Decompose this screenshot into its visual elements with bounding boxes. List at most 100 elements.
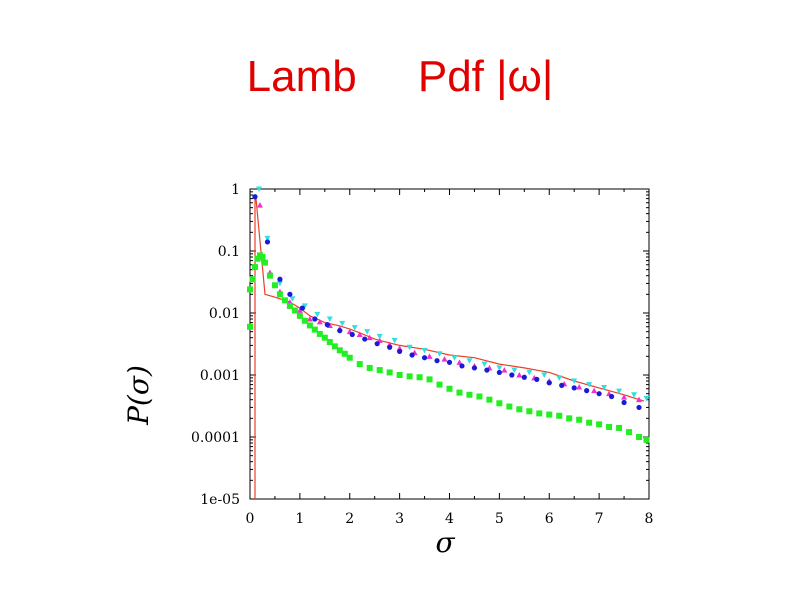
data-point	[331, 343, 338, 350]
data-point	[621, 399, 627, 406]
data-point	[416, 374, 423, 381]
data-point	[337, 328, 343, 334]
data-point	[324, 321, 330, 328]
data-point	[486, 396, 493, 403]
data-point	[484, 367, 490, 373]
data-point	[296, 307, 303, 313]
x-tick-label: 4	[445, 511, 454, 527]
data-point	[596, 391, 602, 397]
data-point	[591, 387, 598, 394]
data-point	[264, 239, 271, 245]
data-point	[396, 372, 403, 378]
data-point	[586, 419, 593, 426]
data-point	[451, 355, 458, 361]
data-point	[526, 408, 533, 415]
data-point	[254, 255, 261, 262]
data-point	[386, 369, 393, 376]
data-point	[341, 350, 348, 357]
data-point	[584, 388, 590, 394]
data-point	[251, 264, 258, 271]
data-point	[566, 415, 573, 422]
data-point	[346, 354, 353, 361]
data-point	[277, 276, 283, 282]
data-point	[299, 305, 305, 311]
data-point	[287, 291, 293, 297]
data-point	[286, 302, 293, 309]
data-point	[301, 303, 308, 309]
data-point	[312, 316, 318, 322]
data-point	[631, 392, 638, 398]
data-point	[441, 356, 448, 362]
data-point	[576, 384, 583, 390]
series-layer	[247, 186, 650, 499]
data-point	[534, 376, 540, 382]
data-point	[571, 385, 577, 391]
x-tick-label: 6	[545, 511, 554, 527]
data-point	[314, 311, 321, 318]
data-point	[541, 372, 548, 378]
data-point	[516, 372, 523, 378]
data-point	[374, 341, 380, 347]
data-point	[301, 317, 308, 324]
data-point	[586, 382, 593, 388]
data-point	[608, 393, 615, 400]
data-point	[536, 410, 543, 417]
data-point	[616, 388, 623, 395]
data-point	[606, 423, 613, 430]
data-point	[509, 372, 515, 378]
series-1	[256, 202, 643, 403]
data-point	[276, 280, 283, 287]
data-point	[636, 434, 643, 440]
data-point	[521, 374, 527, 380]
data-point	[252, 194, 258, 200]
data-point	[556, 375, 563, 381]
data-point	[571, 378, 578, 385]
data-point	[643, 395, 650, 402]
series-2	[255, 186, 650, 402]
y-tick-label: 1e-05	[200, 492, 240, 508]
data-point	[306, 322, 313, 329]
data-point	[636, 396, 643, 403]
data-point	[636, 404, 642, 411]
data-point	[291, 307, 298, 314]
data-point	[261, 259, 268, 266]
data-point	[366, 364, 373, 371]
data-point	[496, 400, 503, 407]
data-point	[496, 365, 503, 371]
y-axis-label: P(σ)	[122, 365, 155, 426]
data-point	[446, 385, 453, 392]
data-point	[511, 367, 518, 374]
data-point	[255, 186, 262, 192]
data-point	[621, 394, 628, 400]
data-point	[436, 351, 443, 357]
data-point	[643, 436, 650, 443]
slide-title: Lamb Pdf |ω|	[246, 52, 554, 101]
data-point	[256, 202, 263, 208]
data-point	[247, 286, 253, 293]
data-point	[446, 359, 453, 365]
data-point	[311, 326, 318, 333]
data-point	[526, 369, 533, 376]
data-point	[356, 361, 363, 368]
data-point	[339, 320, 346, 327]
data-point	[296, 312, 303, 319]
data-point	[409, 352, 415, 358]
data-point	[349, 331, 355, 338]
data-point	[456, 389, 463, 396]
data-point	[376, 333, 383, 340]
data-point	[289, 296, 296, 302]
plot-frame	[249, 188, 650, 500]
data-point	[387, 344, 393, 350]
data-point	[421, 347, 428, 354]
data-point	[546, 411, 553, 418]
data-point	[306, 316, 313, 322]
y-tick-label: 1	[231, 182, 240, 198]
data-point	[426, 376, 433, 383]
data-point	[406, 373, 413, 380]
data-point	[506, 403, 513, 410]
data-point	[364, 329, 371, 335]
data-point	[259, 254, 266, 261]
y-tick-label: 0.01	[209, 306, 240, 322]
data-point	[496, 369, 502, 376]
